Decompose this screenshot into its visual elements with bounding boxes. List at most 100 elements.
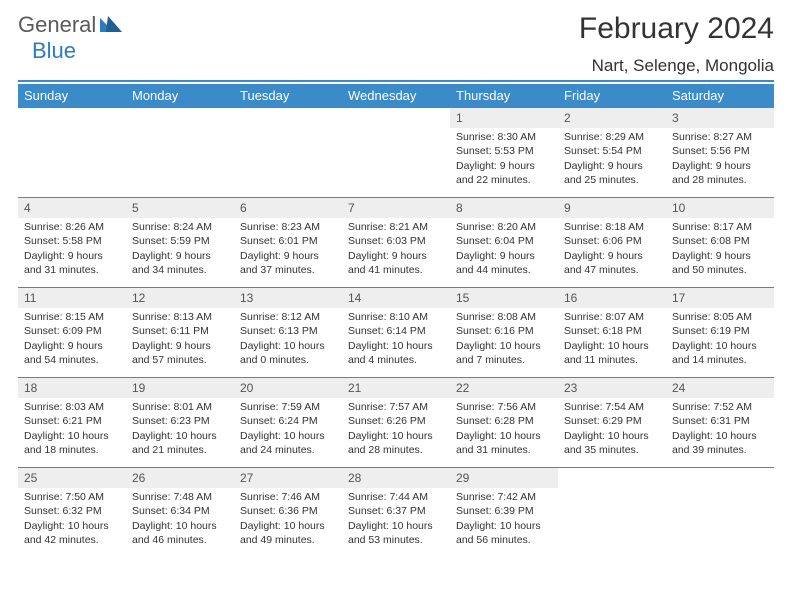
brand-triangle-icon <box>100 12 122 38</box>
sunrise-value: 8:05 AM <box>713 311 752 323</box>
sunset-label: Sunset: <box>24 325 60 337</box>
calendar-cell: 7Sunrise: 8:21 AMSunset: 6:03 PMDaylight… <box>342 198 450 288</box>
sunset-label: Sunset: <box>24 505 60 517</box>
cell-body: Sunrise: 8:23 AMSunset: 6:01 PMDaylight:… <box>234 218 342 281</box>
page-header: General February 2024 <box>18 12 774 48</box>
sunrise-value: 8:23 AM <box>281 221 320 233</box>
cell-body: Sunrise: 8:24 AMSunset: 5:59 PMDaylight:… <box>126 218 234 281</box>
cell-body: Sunrise: 8:12 AMSunset: 6:13 PMDaylight:… <box>234 308 342 371</box>
day-number: 10 <box>666 198 774 218</box>
cell-body: Sunrise: 7:54 AMSunset: 6:29 PMDaylight:… <box>558 398 666 461</box>
sunrise-label: Sunrise: <box>672 131 711 143</box>
cell-body: Sunrise: 8:13 AMSunset: 6:11 PMDaylight:… <box>126 308 234 371</box>
sunset-label: Sunset: <box>672 145 708 157</box>
sunset-value: 6:23 PM <box>171 415 210 427</box>
brand-part1: General <box>18 12 96 38</box>
sunrise-value: 8:18 AM <box>605 221 644 233</box>
day-number: 18 <box>18 378 126 398</box>
sunrise-value: 8:07 AM <box>605 311 644 323</box>
day-number: 1 <box>450 108 558 128</box>
sunset-label: Sunset: <box>348 325 384 337</box>
sunset-label: Sunset: <box>456 325 492 337</box>
sunrise-label: Sunrise: <box>348 401 387 413</box>
sunrise-value: 7:59 AM <box>281 401 320 413</box>
daylight-label: Daylight: <box>24 250 65 262</box>
calendar-cell: 27Sunrise: 7:46 AMSunset: 6:36 PMDayligh… <box>234 468 342 558</box>
daylight-label: Daylight: <box>240 430 281 442</box>
sunrise-value: 8:08 AM <box>497 311 536 323</box>
daylight-label: Daylight: <box>672 430 713 442</box>
calendar-cell: 14Sunrise: 8:10 AMSunset: 6:14 PMDayligh… <box>342 288 450 378</box>
sunset-value: 6:32 PM <box>63 505 102 517</box>
sunset-value: 6:39 PM <box>495 505 534 517</box>
day-number: 19 <box>126 378 234 398</box>
daylight-label: Daylight: <box>132 430 173 442</box>
day-number: 2 <box>558 108 666 128</box>
sunset-value: 5:59 PM <box>171 235 210 247</box>
sunset-label: Sunset: <box>456 505 492 517</box>
sunrise-value: 8:24 AM <box>173 221 212 233</box>
calendar-cell: 15Sunrise: 8:08 AMSunset: 6:16 PMDayligh… <box>450 288 558 378</box>
sunset-value: 6:11 PM <box>171 325 209 337</box>
calendar-cell: 9Sunrise: 8:18 AMSunset: 6:06 PMDaylight… <box>558 198 666 288</box>
daylight-label: Daylight: <box>672 160 713 172</box>
cell-body: Sunrise: 8:29 AMSunset: 5:54 PMDaylight:… <box>558 128 666 191</box>
cell-body: Sunrise: 8:03 AMSunset: 6:21 PMDaylight:… <box>18 398 126 461</box>
cell-body: Sunrise: 8:08 AMSunset: 6:16 PMDaylight:… <box>450 308 558 371</box>
sunrise-label: Sunrise: <box>456 221 495 233</box>
sunset-label: Sunset: <box>348 235 384 247</box>
cell-body: Sunrise: 8:17 AMSunset: 6:08 PMDaylight:… <box>666 218 774 281</box>
sunrise-value: 8:29 AM <box>605 131 644 143</box>
daylight-label: Daylight: <box>132 340 173 352</box>
sunrise-value: 8:17 AM <box>713 221 752 233</box>
day-number: 6 <box>234 198 342 218</box>
sunset-value: 6:19 PM <box>711 325 750 337</box>
calendar-cell: 26Sunrise: 7:48 AMSunset: 6:34 PMDayligh… <box>126 468 234 558</box>
calendar-cell: 1Sunrise: 8:30 AMSunset: 5:53 PMDaylight… <box>450 108 558 198</box>
calendar-cell: 17Sunrise: 8:05 AMSunset: 6:19 PMDayligh… <box>666 288 774 378</box>
calendar-cell: 5Sunrise: 8:24 AMSunset: 5:59 PMDaylight… <box>126 198 234 288</box>
sunset-value: 6:08 PM <box>711 235 750 247</box>
daylight-label: Daylight: <box>240 250 281 262</box>
sunrise-value: 8:27 AM <box>713 131 752 143</box>
daylight-label: Daylight: <box>564 160 605 172</box>
daylight-label: Daylight: <box>564 250 605 262</box>
sunset-value: 6:37 PM <box>387 505 426 517</box>
calendar-cell <box>18 108 126 198</box>
cell-body: Sunrise: 8:10 AMSunset: 6:14 PMDaylight:… <box>342 308 450 371</box>
sunset-label: Sunset: <box>240 325 276 337</box>
sunrise-value: 7:44 AM <box>389 491 428 503</box>
sunrise-label: Sunrise: <box>24 491 63 503</box>
sunrise-label: Sunrise: <box>240 491 279 503</box>
sunrise-label: Sunrise: <box>240 221 279 233</box>
cell-body: Sunrise: 7:46 AMSunset: 6:36 PMDaylight:… <box>234 488 342 551</box>
sunrise-label: Sunrise: <box>348 491 387 503</box>
sunset-value: 6:21 PM <box>63 415 102 427</box>
calendar-cell: 24Sunrise: 7:52 AMSunset: 6:31 PMDayligh… <box>666 378 774 468</box>
day-header: Sunday <box>18 84 126 108</box>
sunrise-value: 8:20 AM <box>497 221 536 233</box>
calendar-cell <box>126 108 234 198</box>
sunset-value: 5:58 PM <box>63 235 102 247</box>
calendar-table: SundayMondayTuesdayWednesdayThursdayFrid… <box>18 84 774 558</box>
daylight-label: Daylight: <box>348 250 389 262</box>
month-title: February 2024 <box>579 12 774 46</box>
sunrise-label: Sunrise: <box>672 401 711 413</box>
day-number: 23 <box>558 378 666 398</box>
cell-body: Sunrise: 7:59 AMSunset: 6:24 PMDaylight:… <box>234 398 342 461</box>
daylight-label: Daylight: <box>456 520 497 532</box>
sunrise-label: Sunrise: <box>564 131 603 143</box>
sunset-label: Sunset: <box>132 505 168 517</box>
daylight-label: Daylight: <box>564 340 605 352</box>
calendar-cell: 3Sunrise: 8:27 AMSunset: 5:56 PMDaylight… <box>666 108 774 198</box>
cell-body: Sunrise: 7:42 AMSunset: 6:39 PMDaylight:… <box>450 488 558 551</box>
day-number: 16 <box>558 288 666 308</box>
sunrise-label: Sunrise: <box>564 311 603 323</box>
day-number: 5 <box>126 198 234 218</box>
daylight-label: Daylight: <box>132 250 173 262</box>
daylight-label: Daylight: <box>456 430 497 442</box>
sunrise-label: Sunrise: <box>456 491 495 503</box>
day-number: 21 <box>342 378 450 398</box>
calendar-cell <box>342 108 450 198</box>
day-header: Thursday <box>450 84 558 108</box>
